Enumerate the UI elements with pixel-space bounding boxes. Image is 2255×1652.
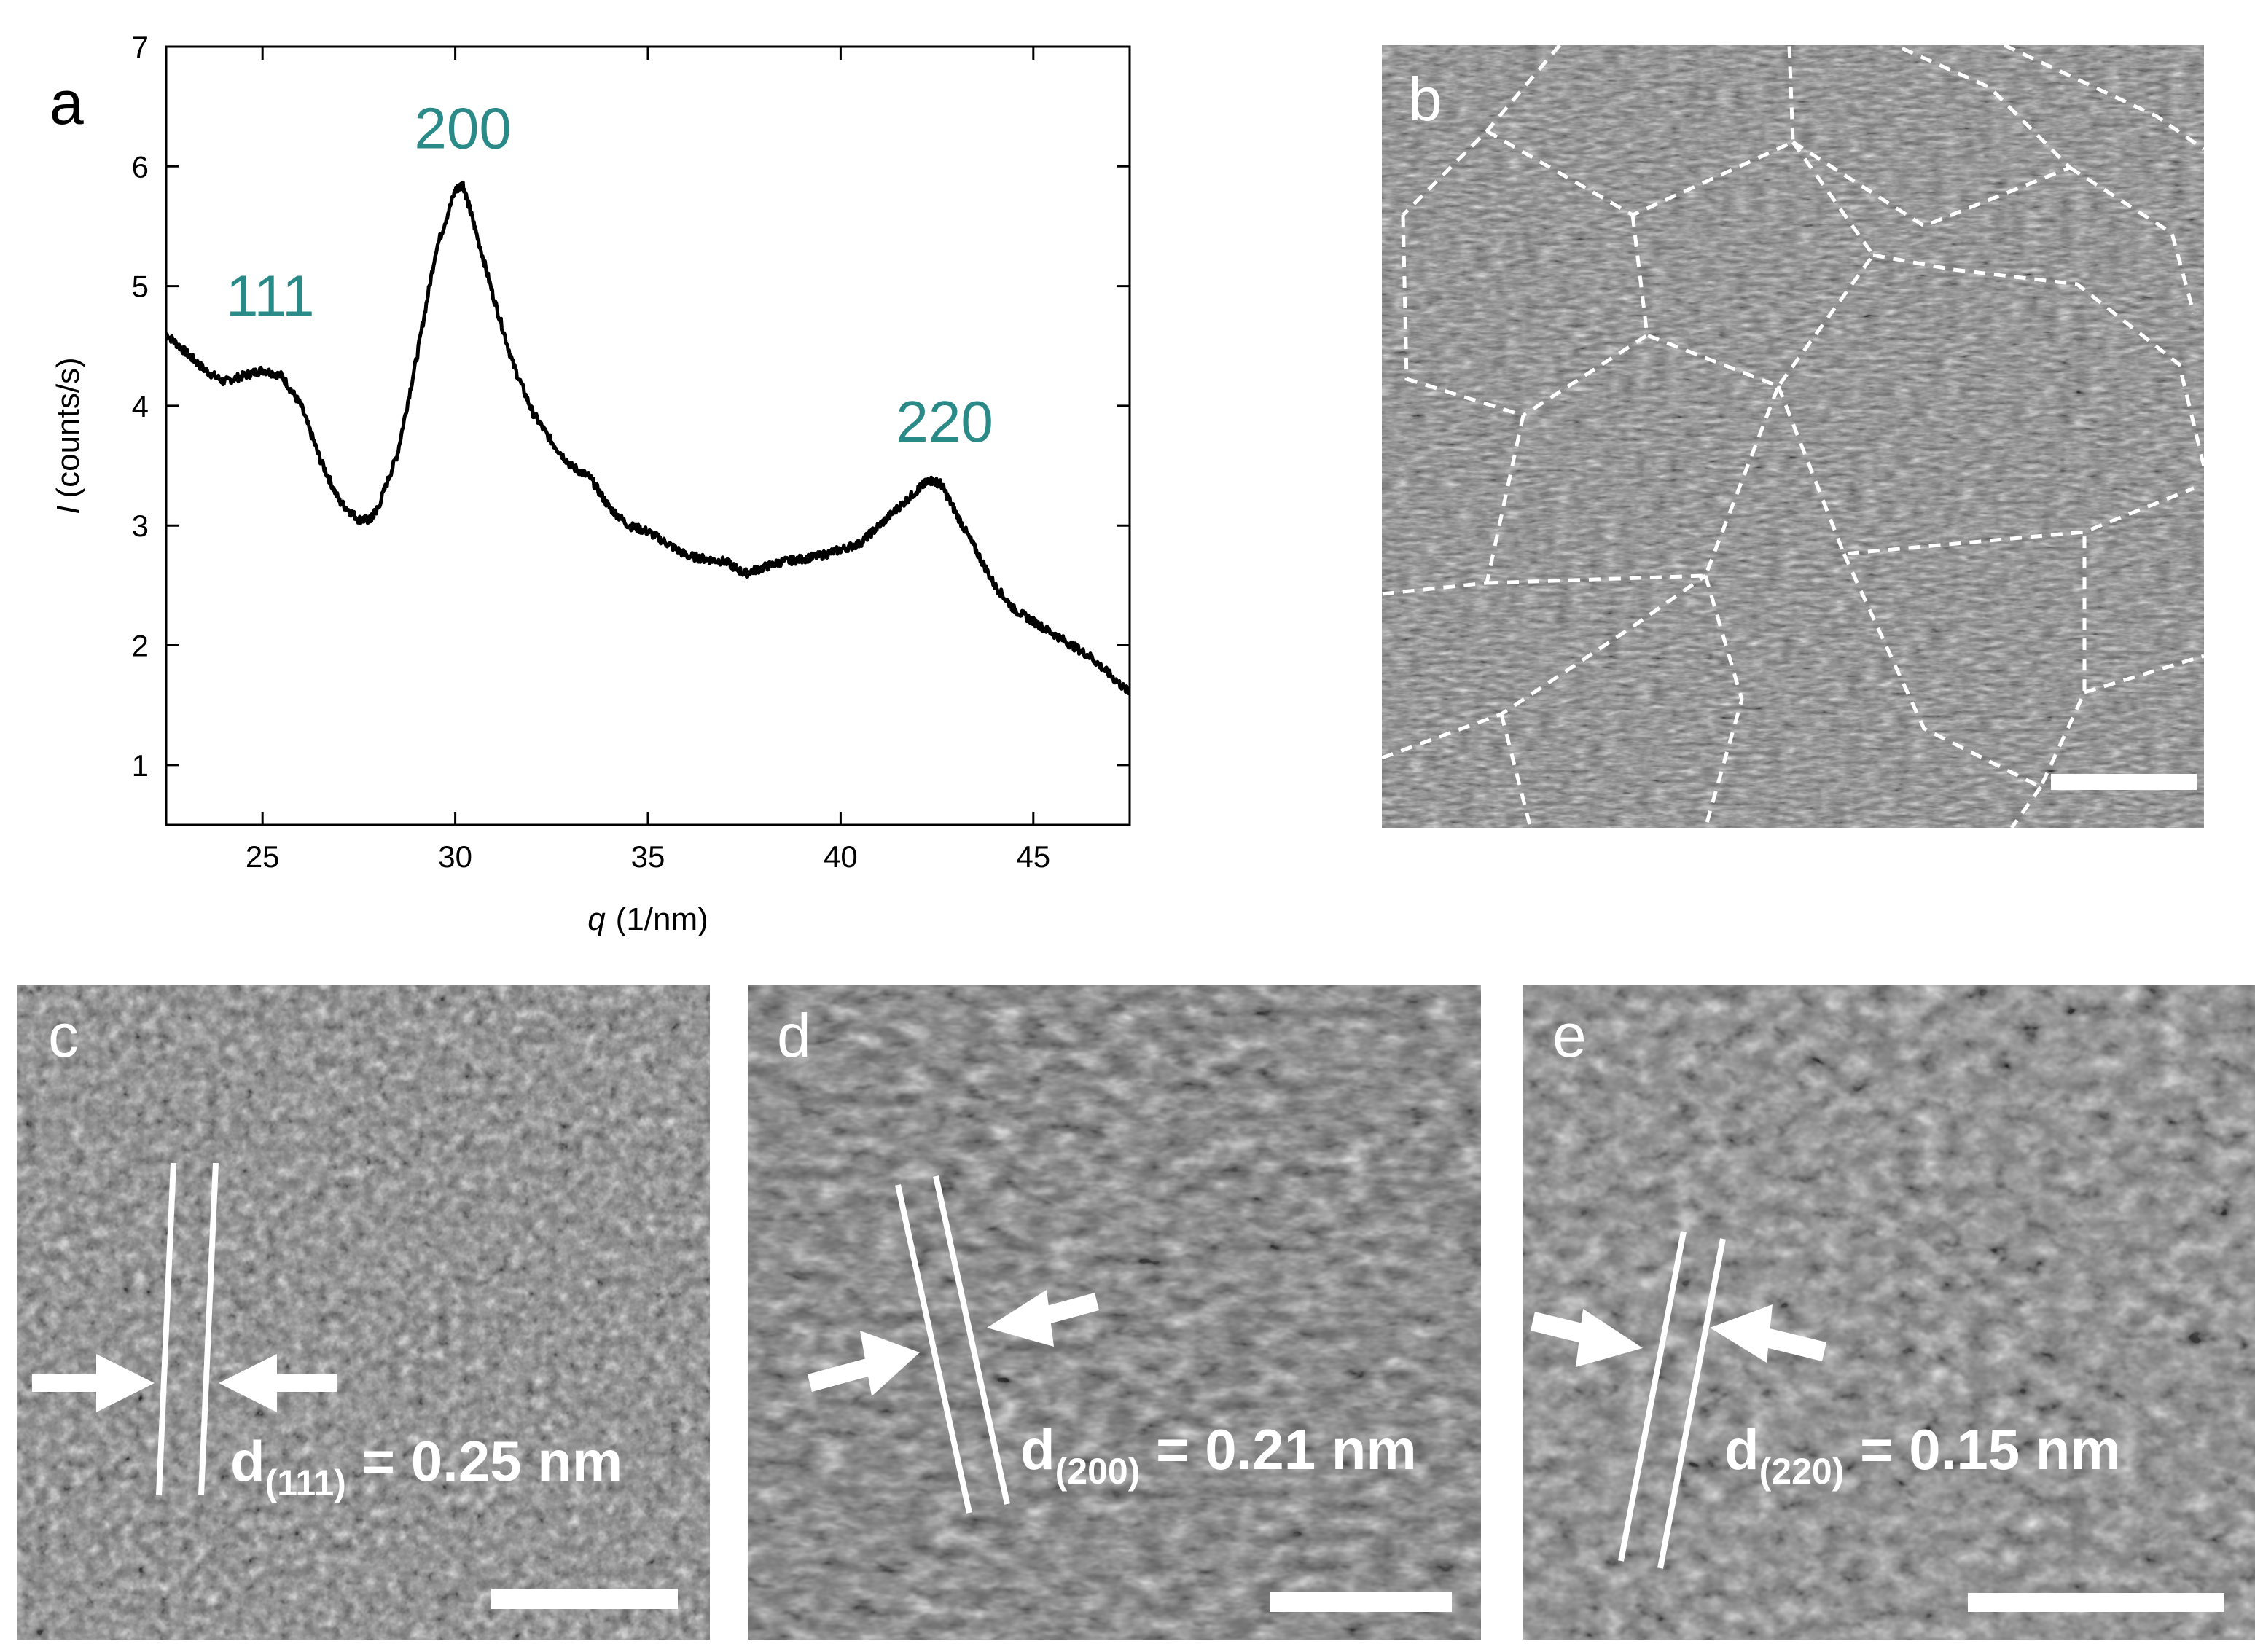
panel-b-tem-image: b: [1381, 43, 2206, 829]
y-tick-label: 6: [132, 149, 149, 184]
x-tick-label: 30: [438, 839, 472, 874]
y-axis-label-unit: (counts/s): [50, 357, 86, 498]
panel-d-letter: d: [777, 1001, 811, 1070]
arrow-left-icon: [987, 1290, 1054, 1347]
peak-label-220: 220: [896, 389, 993, 454]
scale-bar: [1968, 1593, 2224, 1612]
y-tick-label: 1: [132, 748, 149, 783]
x-axis-label-unit: (1/nm): [616, 901, 708, 937]
tem-texture: [1523, 985, 2255, 1640]
arrow-left-icon: [1710, 1304, 1773, 1363]
y-axis-label-var: I: [50, 505, 86, 514]
arrows: [808, 1290, 1099, 1396]
x-axis-ticks: 25 30 35 40 45: [246, 47, 1050, 874]
grain-boundaries: [1381, 43, 2206, 829]
arrows: [32, 1354, 337, 1412]
tem-texture: [748, 985, 1481, 1640]
panel-c-hrtem-image: d(111) = 0.25 nm c: [17, 985, 710, 1640]
x-axis-label-var: q: [587, 901, 606, 937]
y-tick-label: 2: [132, 629, 149, 663]
arrow-right-icon: [96, 1354, 155, 1412]
lattice-fringe-lines: [895, 1175, 1010, 1514]
x-tick-label: 35: [631, 839, 665, 874]
x-tick-label: 40: [824, 839, 858, 874]
y-axis-label: I (counts/s): [50, 357, 86, 514]
arrows: [1531, 1304, 1826, 1367]
arrow-left-shaft: [32, 1374, 105, 1392]
arrow-right-shaft: [1756, 1326, 1826, 1361]
tem-texture: [17, 985, 710, 1640]
peak-label-200: 200: [414, 96, 511, 161]
panel-e-hrtem-image: d(220) = 0.15 nm e: [1523, 985, 2255, 1640]
scale-bar: [1270, 1592, 1452, 1612]
y-axis-ticks: 1 2 3 4 5 6 7: [132, 30, 1130, 783]
d-spacing-111-label: d(111) = 0.25 nm: [230, 1429, 622, 1503]
peak-label-111: 111: [226, 264, 315, 329]
d-spacing-220-label: d(220) = 0.15 nm: [1724, 1417, 2121, 1492]
panel-e-letter: e: [1552, 1001, 1587, 1070]
arrow-right-icon: [1576, 1309, 1643, 1367]
y-tick-label: 4: [132, 389, 149, 423]
scale-bar: [2051, 774, 2197, 790]
panel-a-letter: a: [50, 68, 84, 137]
y-tick-label: 3: [132, 509, 149, 543]
panel-c-letter: c: [48, 1001, 79, 1070]
x-tick-label: 45: [1016, 839, 1050, 874]
peak-labels: 111 200 220: [226, 96, 993, 455]
arrow-left-shaft: [808, 1357, 876, 1392]
panel-b-letter: b: [1408, 65, 1442, 133]
scale-bar: [491, 1589, 678, 1609]
lattice-fringe-lines: [1618, 1231, 1726, 1569]
lattice-fringe-lines: [156, 1162, 219, 1496]
arrow-right-icon: [860, 1331, 920, 1396]
panel-d-hrtem-image: d(200) = 0.21 nm d: [748, 985, 1481, 1640]
x-tick-label: 25: [246, 839, 280, 874]
arrow-left-icon: [219, 1354, 277, 1412]
d-spacing-200-label: d(200) = 0.21 nm: [1020, 1417, 1417, 1492]
y-tick-label: 7: [132, 30, 149, 64]
x-axis-label: q (1/nm): [587, 901, 708, 937]
data-line-xrd: [166, 180, 1130, 696]
y-tick-label: 5: [132, 270, 149, 304]
